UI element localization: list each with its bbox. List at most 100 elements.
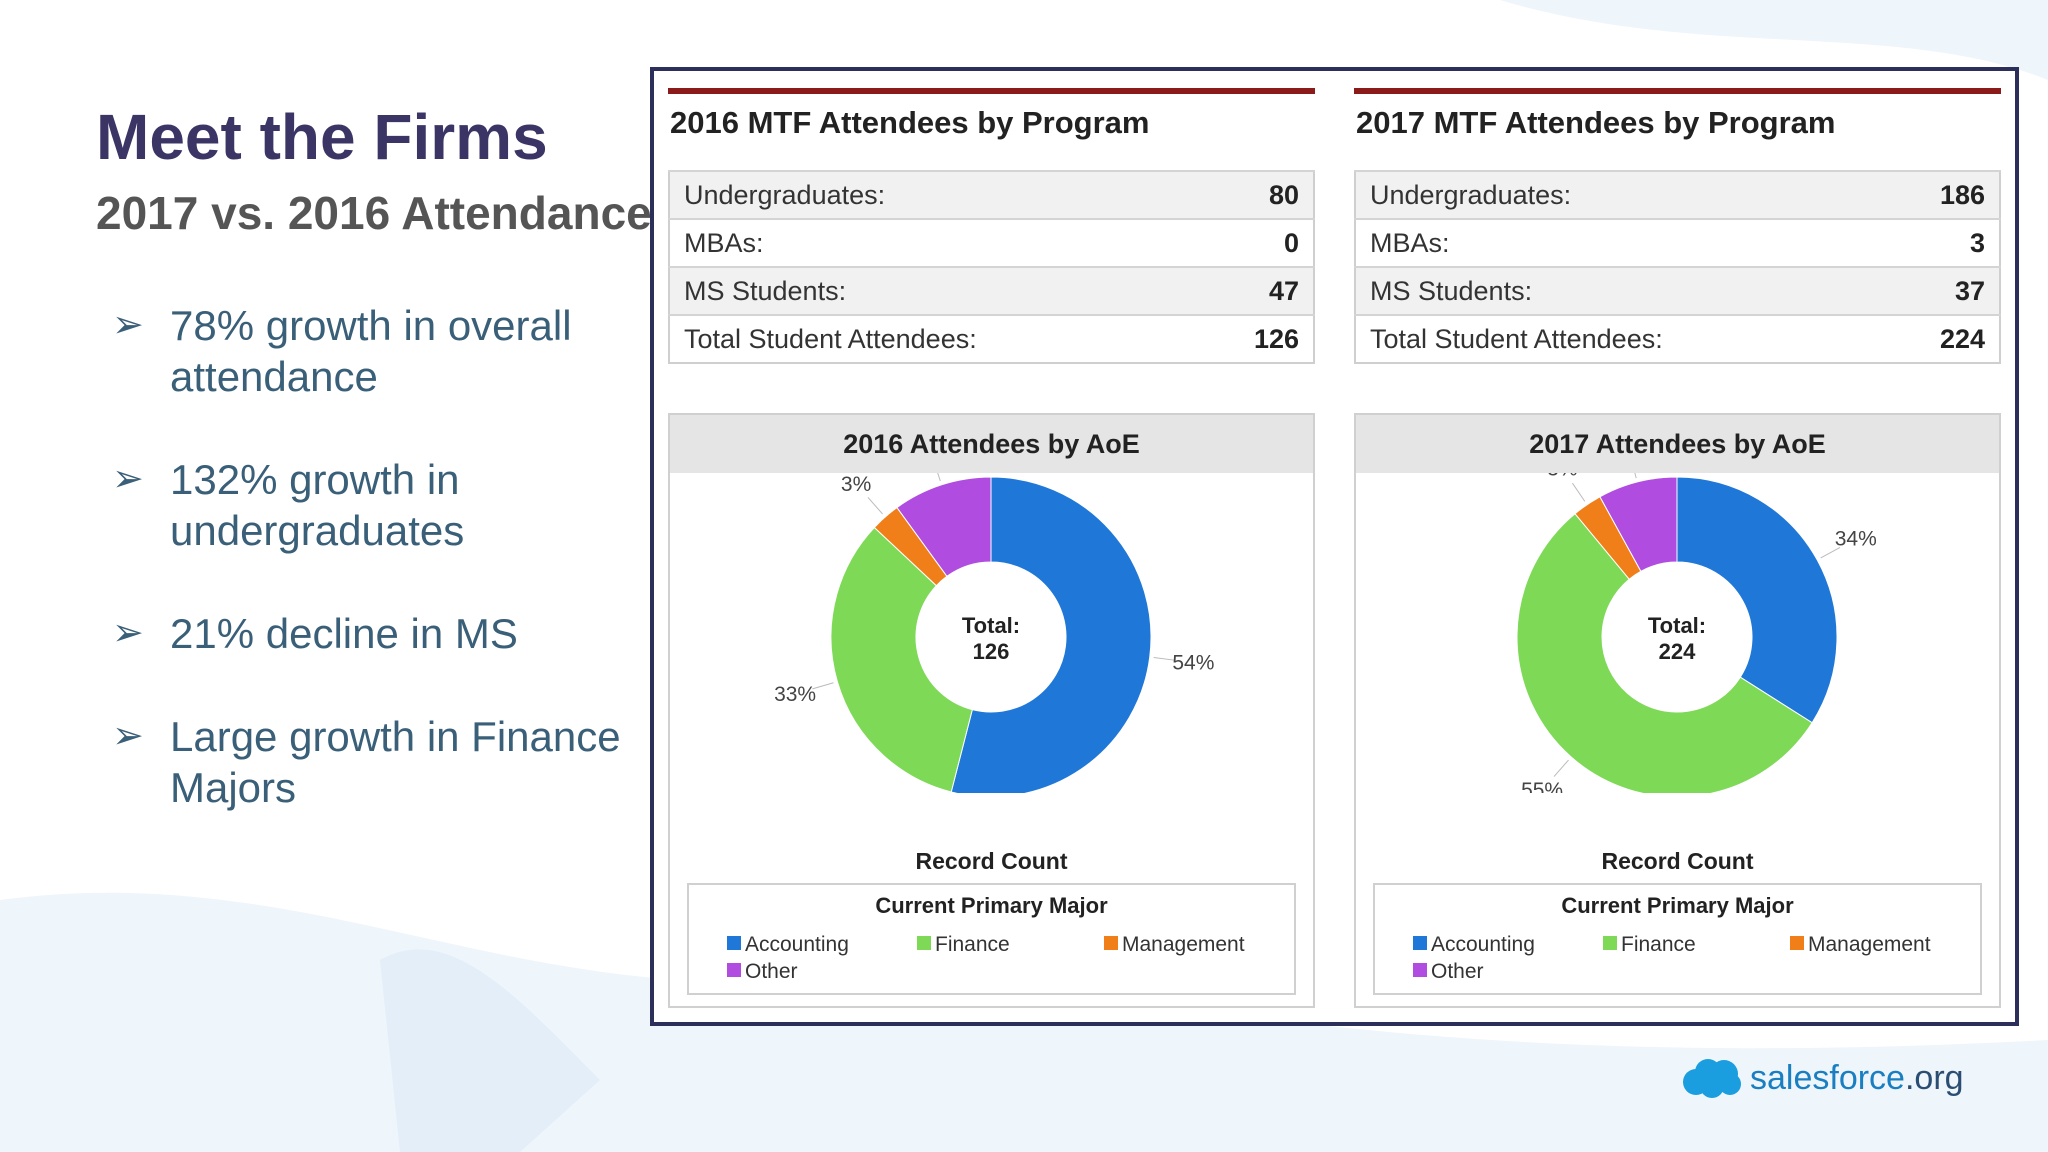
legend-label: Other <box>745 960 798 983</box>
donut-svg: 54%33%3%10%Total:126 <box>774 473 1214 793</box>
legend-item-accounting: Accounting <box>727 933 849 957</box>
legend-swatch <box>1104 936 1118 950</box>
slice-percent-label: 34% <box>1835 528 1877 551</box>
arrowhead-bullet-icon: ➢ <box>112 304 144 346</box>
table-row: MBAs: 3 <box>1355 218 2000 267</box>
bullet-text: 78% growth in overall attendance <box>170 302 572 400</box>
bullet-item: ➢ Large growth in Finance Majors <box>112 711 652 813</box>
program-table: Undergraduates: 80 MBAs: 0 MS Students: 47 … <box>668 170 1315 364</box>
chart-legend: Current Primary Major Accounting Finance… <box>687 883 1296 995</box>
table-row: Total Student Attendees: 126 <box>669 314 1314 363</box>
label-leader-line <box>937 473 941 482</box>
donut-slice-other <box>1599 476 1678 572</box>
table-row: MBAs: 0 <box>669 218 1314 267</box>
row-label: MBAs: <box>669 218 1194 267</box>
legend-title: Current Primary Major <box>1561 893 1794 918</box>
row-label: Undergraduates: <box>1355 170 1880 219</box>
legend-swatch <box>727 936 741 950</box>
row-value: 37 <box>1879 266 2000 315</box>
legend-item-other: Other <box>727 960 798 984</box>
row-label: Undergraduates: <box>669 170 1194 219</box>
program-table: Undergraduates: 186 MBAs: 3 MS Students: 37… <box>1354 170 2001 364</box>
row-label: MS Students: <box>1355 266 1880 315</box>
salesforce-logo: salesforce.org <box>1680 1056 1964 1100</box>
slide-subtitle: 2017 vs. 2016 Attendance <box>96 187 652 239</box>
donut-center-value: 224 <box>1659 639 1696 664</box>
legend-item-accounting: Accounting <box>1413 933 1535 957</box>
arrowhead-bullet-icon: ➢ <box>112 612 144 654</box>
header-rule <box>1354 88 2001 94</box>
row-value: 126 <box>1193 314 1314 363</box>
chart-xlabel: Record Count <box>1601 848 1754 874</box>
row-value: 47 <box>1193 266 1314 315</box>
legend-item-management: Management <box>1790 933 1931 957</box>
legend-swatch <box>1413 963 1427 977</box>
row-value: 224 <box>1879 314 2000 363</box>
legend-title: Current Primary Major <box>875 893 1108 918</box>
label-leader-line <box>1153 657 1176 661</box>
table-title: 2016 MTF Attendees by Program <box>670 105 1150 140</box>
table-title: 2017 MTF Attendees by Program <box>1356 105 1836 140</box>
logo-text: salesforce.org <box>1750 1058 1964 1097</box>
label-leader-line <box>1820 546 1841 559</box>
label-leader-line <box>1572 482 1586 502</box>
bullet-text: 132% growth in undergraduates <box>170 456 465 554</box>
dashboard-frame: 2016 MTF Attendees by Program Undergradu… <box>650 67 2019 1026</box>
arrowhead-bullet-icon: ➢ <box>112 715 144 757</box>
legend-item-finance: Finance <box>1603 933 1696 957</box>
slice-percent-label: 3% <box>841 473 871 496</box>
label-leader-line <box>812 682 834 690</box>
legend-label: Finance <box>1621 933 1696 956</box>
table-row: Undergraduates: 186 <box>1355 170 2000 219</box>
row-value: 186 <box>1879 170 2000 219</box>
legend-label: Accounting <box>1431 933 1535 956</box>
donut-chart-2016: 2016 Attendees by AoE 54%33%3%10%Total:1… <box>668 413 1315 1008</box>
donut-center-label: Total: <box>1648 613 1706 638</box>
bullet-text: 21% decline in MS <box>170 610 518 657</box>
slice-percent-label: 55% <box>1521 779 1563 793</box>
table-row: Undergraduates: 80 <box>669 170 1314 219</box>
legend-swatch <box>917 936 931 950</box>
donut-center-label: Total: <box>962 613 1020 638</box>
donut-slice-finance <box>1516 513 1813 793</box>
bullet-item: ➢ 21% decline in MS <box>112 608 652 659</box>
legend-items: Accounting Finance Management Other <box>1375 919 1980 983</box>
legend-label: Other <box>1431 960 1484 983</box>
table-row: MS Students: 47 <box>669 266 1314 315</box>
bullet-text: Large growth in Finance Majors <box>170 713 621 811</box>
donut-slice-accounting <box>950 476 1152 793</box>
legend-swatch <box>1790 936 1804 950</box>
donut-slice-accounting <box>1676 476 1838 724</box>
bullet-list: ➢ 78% growth in overall attendance ➢ 132… <box>112 300 652 865</box>
table-row: Total Student Attendees: 224 <box>1355 314 2000 363</box>
legend-item-management: Management <box>1104 933 1245 957</box>
donut-slice-other <box>896 476 992 578</box>
bullet-item: ➢ 78% growth in overall attendance <box>112 300 652 402</box>
row-label: MBAs: <box>1355 218 1880 267</box>
chart-legend: Current Primary Major Accounting Finance… <box>1373 883 1982 995</box>
row-label: Total Student Attendees: <box>669 314 1194 363</box>
donut-svg: 34%55%3%8%Total:224 <box>1516 473 1877 793</box>
table-row: MS Students: 37 <box>1355 266 2000 315</box>
slice-percent-label: 54% <box>1172 652 1214 675</box>
donut-slice-finance <box>830 526 973 793</box>
slice-percent-label: 33% <box>774 683 816 706</box>
chart-xlabel: Record Count <box>915 848 1068 874</box>
label-leader-line <box>1553 759 1569 777</box>
chart-title: 2016 Attendees by AoE <box>670 415 1313 473</box>
legend-swatch <box>1603 936 1617 950</box>
slice-percent-label: 3% <box>1547 473 1577 480</box>
legend-label: Finance <box>935 933 1010 956</box>
legend-item-other: Other <box>1413 960 1484 984</box>
legend-label: Accounting <box>745 933 849 956</box>
label-leader-line <box>867 497 883 515</box>
slide-title: Meet the Firms <box>96 101 548 173</box>
row-value: 0 <box>1193 218 1314 267</box>
row-value: 80 <box>1193 170 1314 219</box>
arrowhead-bullet-icon: ➢ <box>112 458 144 500</box>
header-rule <box>668 88 1315 94</box>
donut-chart-2017: 2017 Attendees by AoE 34%55%3%8%Total:22… <box>1354 413 2001 1008</box>
legend-items: Accounting Finance Management Other <box>689 919 1294 983</box>
donut-center-value: 126 <box>973 639 1010 664</box>
bullet-item: ➢ 132% growth in undergraduates <box>112 454 652 556</box>
